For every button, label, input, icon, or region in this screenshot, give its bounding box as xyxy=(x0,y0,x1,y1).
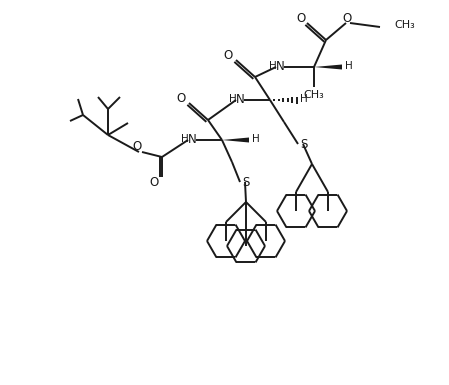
Text: O: O xyxy=(150,176,158,189)
Text: N: N xyxy=(188,132,196,146)
Polygon shape xyxy=(314,65,342,70)
Text: CH₃: CH₃ xyxy=(304,90,324,100)
Text: O: O xyxy=(223,49,233,62)
Text: N: N xyxy=(276,60,284,72)
Text: H: H xyxy=(181,134,189,144)
Text: S: S xyxy=(242,176,250,189)
Text: O: O xyxy=(343,12,352,25)
Text: S: S xyxy=(300,137,308,151)
Text: H: H xyxy=(345,61,353,71)
Text: H: H xyxy=(269,61,277,71)
Polygon shape xyxy=(222,137,249,142)
Text: CH₃: CH₃ xyxy=(394,20,415,30)
Text: O: O xyxy=(296,12,306,25)
Text: O: O xyxy=(176,92,185,104)
Text: N: N xyxy=(236,92,244,105)
Text: H: H xyxy=(229,94,237,104)
Text: H: H xyxy=(252,134,260,144)
Text: O: O xyxy=(132,139,141,152)
Text: H: H xyxy=(300,94,308,104)
